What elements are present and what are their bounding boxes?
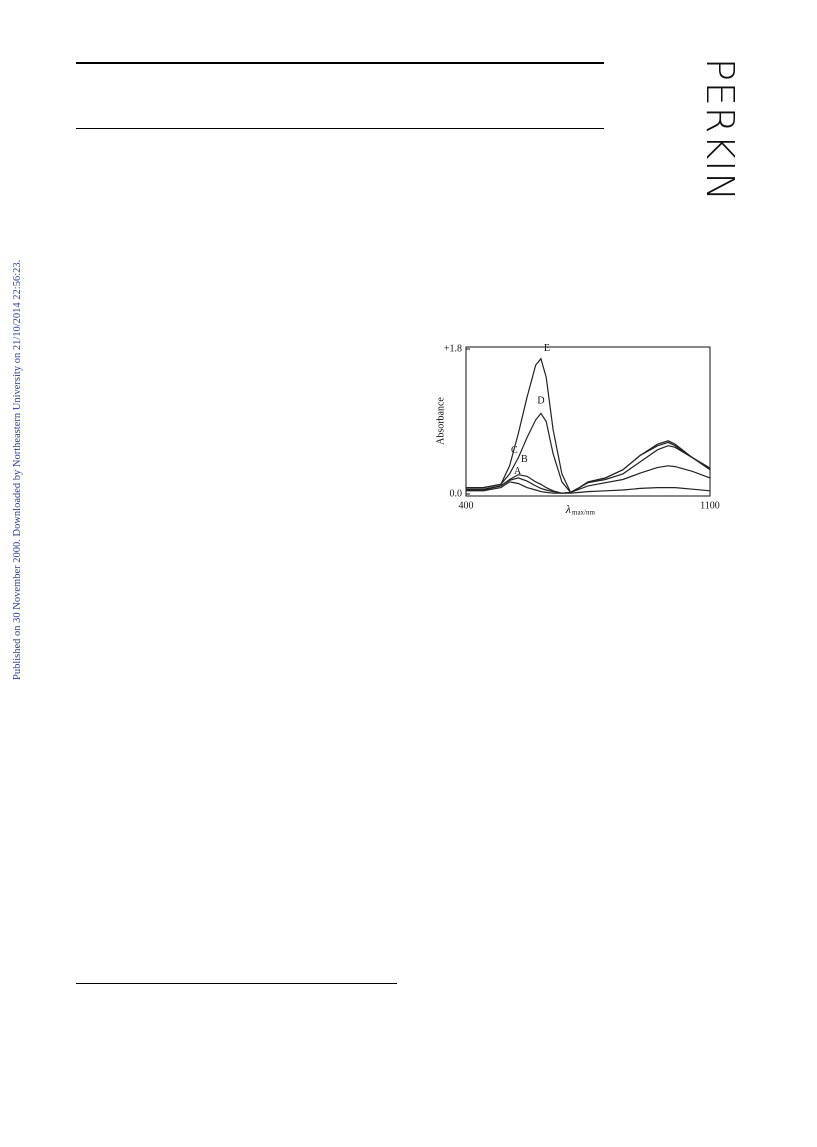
curve-label: A bbox=[514, 466, 522, 477]
top-rule bbox=[76, 62, 604, 64]
spectrum-line bbox=[466, 481, 711, 494]
spectrum-line bbox=[466, 412, 711, 494]
x-axis-label-sub: max/nm bbox=[572, 509, 595, 517]
footnote-rule bbox=[76, 983, 397, 984]
y-tick-label: +1.8 bbox=[444, 343, 462, 354]
header-rule bbox=[76, 128, 604, 129]
spectrum-line bbox=[466, 357, 711, 494]
curve-label: B bbox=[521, 454, 528, 465]
y-axis-label: Absorbance bbox=[435, 397, 446, 445]
curve-label: C bbox=[511, 445, 518, 456]
curve-label: D bbox=[537, 396, 544, 407]
y-tick-label: 0.0 bbox=[450, 488, 463, 499]
plot-frame bbox=[465, 346, 711, 497]
x-tick-label: 400 bbox=[459, 500, 474, 511]
x-axis-label: λ bbox=[565, 502, 571, 516]
x-tick-label: 1100 bbox=[700, 500, 720, 511]
spectrum-line bbox=[466, 445, 711, 494]
curve-label: E bbox=[544, 343, 550, 354]
